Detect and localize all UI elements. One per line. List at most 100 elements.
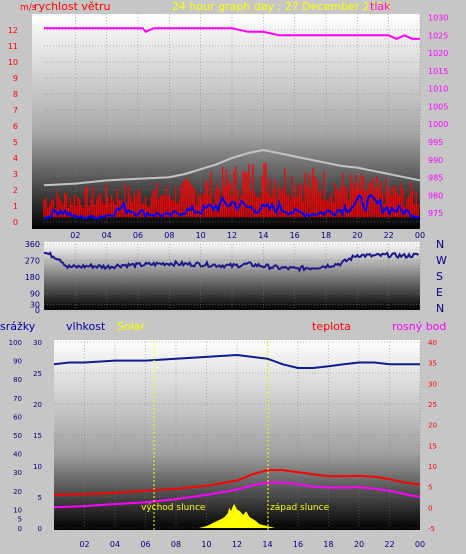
- direction-axis-ticks: 030 90 180 270 360: [25, 240, 40, 315]
- wind-x-tick-label: 02: [70, 231, 80, 240]
- sunset-annotation: západ slunce: [270, 503, 330, 513]
- rain-tick-label: 70: [13, 395, 22, 403]
- solar-axis-label: Solar: [117, 320, 146, 333]
- pressure-tick-label: 1030: [428, 14, 448, 23]
- wind-avg-series-line: [43, 193, 421, 221]
- direction-panel-bg: [44, 242, 420, 310]
- pressure-tick-label: 990: [428, 156, 443, 165]
- rain-tick-label: 10: [13, 506, 22, 514]
- rain-axis-label: srážky: [0, 320, 36, 333]
- temperature-tick-label: 10: [428, 463, 437, 471]
- wind-x-tick-label: 20: [352, 231, 362, 240]
- pressure-tick-label: 1015: [428, 67, 448, 76]
- temperature-tick-label: 25: [428, 401, 437, 409]
- temperature-tick-label: 35: [428, 360, 437, 368]
- pressure-tick-label: 995: [428, 138, 443, 147]
- wind-tick-label: 7: [13, 106, 18, 115]
- temp-x-tick-label: 10: [201, 540, 211, 549]
- temperature-tick-label: 0: [428, 504, 432, 512]
- pressure-tick-label: 1000: [428, 120, 448, 129]
- temp-x-tick-label: 22: [384, 540, 394, 549]
- compass-label: E: [436, 286, 443, 299]
- pressure-axis-label: tlak: [370, 0, 391, 13]
- wind-tick-label: 9: [13, 74, 18, 83]
- rain-axis-ticks: 05 10 20 30 40 50 60 70 80 90 100: [9, 339, 22, 533]
- left-unit-label: m/s: [20, 3, 37, 13]
- temp-panel-grid: [54, 341, 421, 529]
- pressure-tick-label: 975: [428, 209, 443, 218]
- pressure-series-line: [44, 27, 420, 41]
- wind-x-tick-label: 00: [415, 231, 425, 240]
- pressure-tick-label: 980: [428, 191, 443, 200]
- pressure-tick-label: 1020: [428, 49, 448, 58]
- rain-tick-label: 60: [13, 413, 22, 421]
- pressure-tick-label: 1005: [428, 102, 448, 111]
- rain-tick-label: 5: [18, 516, 22, 524]
- wind-tick-label: 5: [13, 138, 18, 147]
- direction-tick-label: 360: [25, 240, 40, 249]
- pressure-tick-label: 1010: [428, 85, 448, 94]
- humidity-tick-label: 10: [33, 463, 42, 471]
- humidity-tick-label: 25: [33, 370, 42, 378]
- humidity-tick-label: 15: [33, 432, 42, 440]
- sunrise-annotation: východ slunce: [141, 503, 206, 513]
- temp-x-tick-label: 06: [140, 540, 150, 549]
- temp-x-tick-label: 08: [171, 540, 181, 549]
- rain-tick-label: 20: [13, 488, 22, 496]
- rain-tick-label: 0: [18, 525, 22, 533]
- direction-tick-label: 90: [30, 290, 40, 299]
- temp-x-tick-label: 02: [79, 540, 89, 549]
- direction-tick-label: 30: [30, 301, 40, 310]
- compass-label: N: [436, 302, 444, 315]
- compass-label: S: [436, 270, 443, 283]
- temperature-tick-label: 20: [428, 422, 437, 430]
- temperature-tick-label: 30: [428, 380, 437, 388]
- direction-tick-label: 180: [25, 273, 40, 282]
- temperature-tick-label: -5: [428, 525, 435, 533]
- pressure-tick-label: 1025: [428, 31, 448, 40]
- rain-tick-label: 100: [9, 339, 22, 347]
- wind-tick-label: 1: [13, 202, 18, 211]
- direction-tick-label: 0: [35, 306, 40, 315]
- rain-tick-label: 90: [13, 358, 22, 366]
- compass-label: W: [436, 254, 447, 267]
- humidity-tick-label: 20: [33, 401, 42, 409]
- wind-tick-label: 10: [8, 58, 18, 67]
- dewpoint-axis-label: rosný bod: [392, 320, 446, 333]
- wind-tick-label: 11: [8, 42, 18, 51]
- temperature-axis-ticks: -5 0 5 10 15 20 25 30 35 40: [428, 339, 437, 533]
- temperature-tick-label: 5: [428, 484, 432, 492]
- rain-tick-label: 80: [13, 376, 22, 384]
- direction-series-line: [43, 251, 420, 273]
- temp-x-tick-label: 18: [323, 540, 333, 549]
- wind-x-tick-label: 14: [258, 231, 268, 240]
- chart-title: 24 hour graph day : 27 December 2018: [172, 0, 391, 13]
- dewpoint-series-line: [53, 481, 421, 509]
- humidity-tick-label: 5: [38, 494, 42, 502]
- temp-x-tick-label: 14: [262, 540, 272, 549]
- rain-tick-label: 40: [13, 451, 22, 459]
- wind-tick-label: 2: [13, 186, 18, 195]
- wind-x-tick-label: 06: [133, 231, 143, 240]
- temp-x-tick-label: 20: [354, 540, 364, 549]
- compass-label: N: [436, 238, 444, 251]
- solar-series-area: [198, 503, 276, 528]
- wind-x-tick-label: 16: [290, 231, 300, 240]
- temp-x-tick-label: 00: [415, 540, 425, 549]
- humidity-tick-label: 30: [33, 339, 42, 347]
- wind-panel-x-ticks: 02 04 06 08 10 12 14 16 18 20 22 00: [70, 231, 425, 240]
- wind-x-tick-label: 08: [164, 231, 174, 240]
- wind-axis-label: rychlost větru: [34, 0, 110, 13]
- humidity-tick-label: 0: [38, 525, 42, 533]
- pressure-axis-ticks: 975 980 985 990 995 1000 1005 1010 1015 1020 1025 1…: [428, 14, 448, 219]
- direction-panel-grid: [44, 243, 421, 311]
- gust-series-line: [43, 148, 421, 187]
- rain-tick-label: 30: [13, 469, 22, 477]
- wind-x-tick-label: 12: [227, 231, 237, 240]
- temperature-series-line: [53, 469, 421, 496]
- pressure-tick-label: 985: [428, 174, 443, 183]
- wind-tick-label: 0: [13, 218, 18, 227]
- humidity-axis-ticks: 0 5 10 15 20 25 30: [33, 339, 42, 533]
